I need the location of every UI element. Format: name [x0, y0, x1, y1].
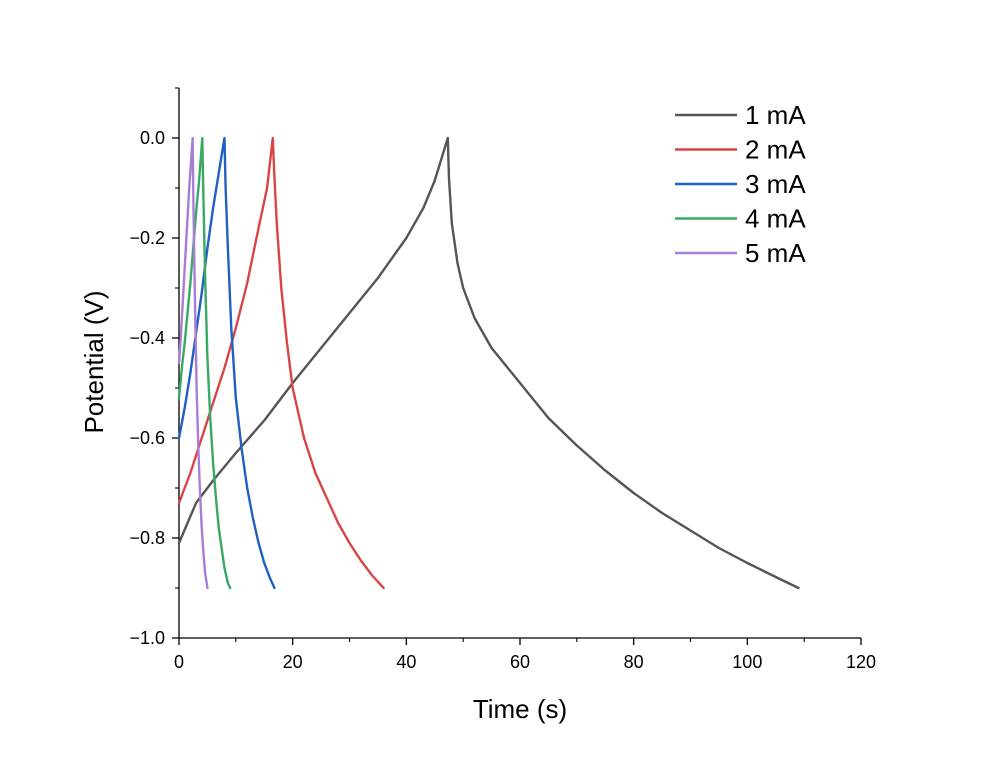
axes: 0 20 40 60 80 100 120 −1.0 −0.8 −0.6 −0.4 −0.2 0.0 [129, 87, 876, 672]
x-tick-label: 80 [624, 652, 644, 672]
y-tick-label: −0.4 [129, 328, 165, 348]
legend-label: 3 mA [745, 169, 806, 199]
x-tick-label: 0 [174, 652, 184, 672]
y-tick-label: −1.0 [129, 628, 165, 648]
legend-label: 2 mA [745, 135, 806, 165]
x-tick-label: 100 [732, 652, 762, 672]
series-line [177, 136, 385, 590]
x-tick-label: 60 [510, 652, 530, 672]
legend: 1 mA 2 mA 3 mA 4 mA 5 mA [675, 100, 806, 268]
y-tick-label: 0.0 [140, 128, 165, 148]
y-tick-label: −0.2 [129, 228, 165, 248]
legend-label: 1 mA [745, 100, 806, 130]
series-line [177, 136, 209, 590]
x-axis-title: Time (s) [473, 694, 567, 724]
series-line [177, 136, 800, 590]
x-tick-label: 40 [396, 652, 416, 672]
y-tick-label: −0.6 [129, 428, 165, 448]
y-axis-title: Potential (V) [79, 290, 109, 433]
series-line [177, 136, 232, 590]
series-line [177, 136, 276, 590]
x-tick-label: 120 [846, 652, 876, 672]
series-layer [177, 136, 800, 590]
legend-label: 4 mA [745, 204, 806, 234]
x-tick-label: 20 [283, 652, 303, 672]
legend-label: 5 mA [745, 238, 806, 268]
y-tick-label: −0.8 [129, 528, 165, 548]
